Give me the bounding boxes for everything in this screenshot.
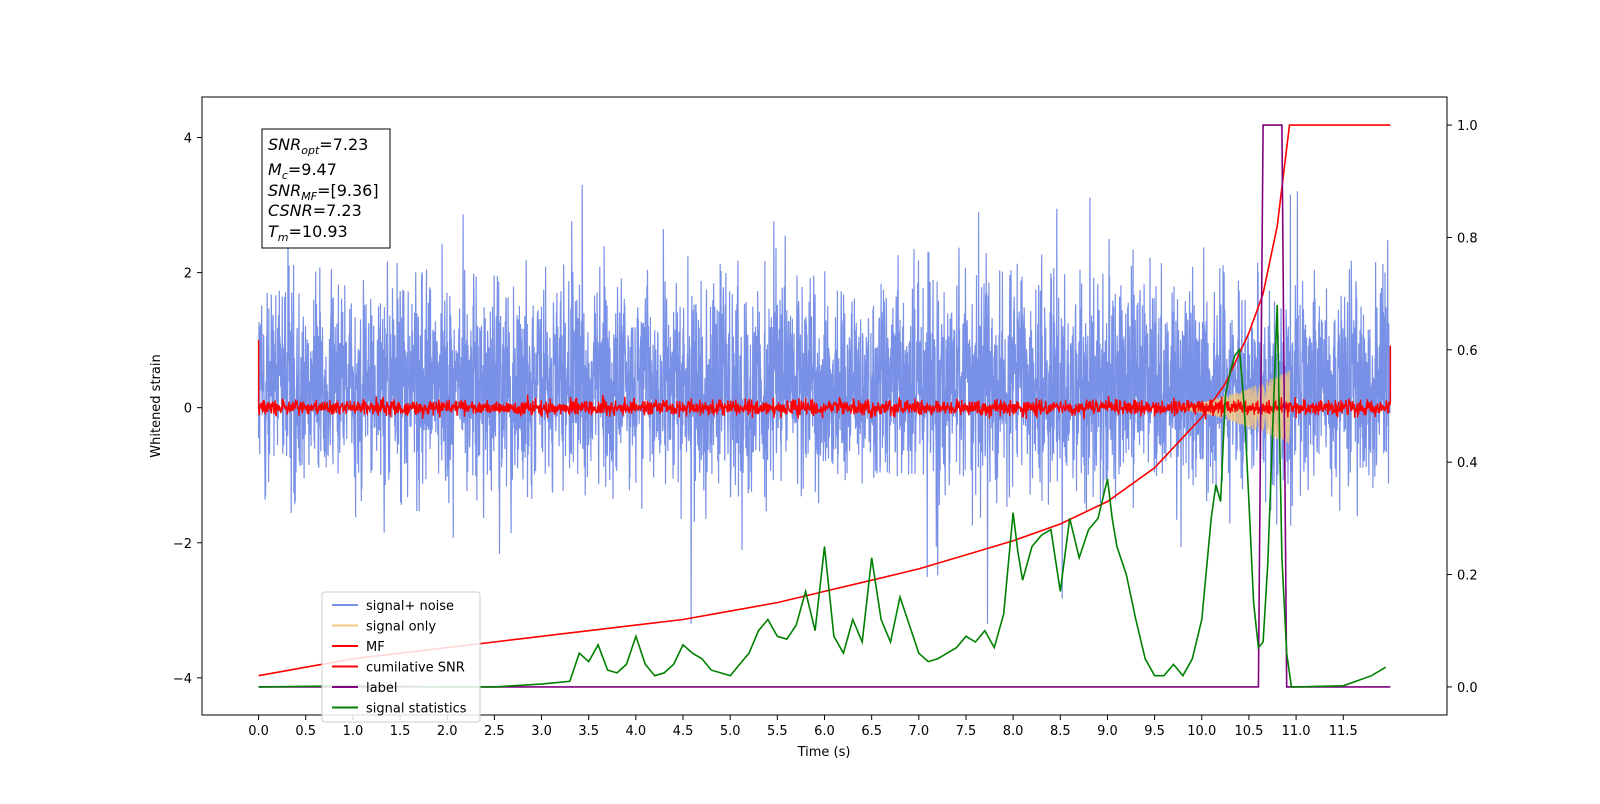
x-tick-label: 1.5 (390, 724, 411, 739)
legend-box (321, 591, 481, 723)
legend-label: signal+ noise (366, 599, 454, 614)
x-tick-label: 10.0 (1187, 724, 1216, 739)
x-tick-label: 9.5 (1144, 724, 1165, 739)
x-tick-label: 10.5 (1234, 724, 1263, 739)
y-tick-label-right: 1.0 (1457, 119, 1478, 134)
y-tick-label-left: 2 (184, 267, 192, 282)
x-tick-label: 0.5 (295, 724, 316, 739)
y-tick-label-left: −4 (173, 672, 192, 687)
x-tick-label: 2.5 (484, 724, 505, 739)
x-axis-label: Time (s) (797, 745, 851, 760)
x-tick-label: 7.0 (908, 724, 929, 739)
legend-label: signal statistics (366, 702, 467, 717)
y-tick-label-right: 0.2 (1457, 569, 1478, 584)
legend: signal+ noise signal only MF cumilative SNR… (321, 591, 481, 723)
x-tick-label: 4.0 (626, 724, 647, 739)
x-tick-label: 5.5 (767, 724, 788, 739)
info-snr-opt: SNRopt=7.23 (268, 135, 368, 157)
x-tick-label: 7.5 (956, 724, 977, 739)
legend-label: label (366, 681, 397, 696)
y-tick-label-right: 0.4 (1457, 456, 1478, 471)
x-tick-label: 11.5 (1329, 724, 1358, 739)
series-signal-noise (258, 184, 1391, 624)
x-tick-label: 8.5 (1050, 724, 1071, 739)
series-signal-statistics (258, 304, 1387, 688)
x-tick-label: 4.5 (673, 724, 694, 739)
y-tick-label-left: 4 (184, 132, 192, 147)
legend-label: signal only (366, 620, 436, 635)
x-tick-label: 11.0 (1282, 724, 1311, 739)
x-tick-label: 8.0 (1003, 724, 1024, 739)
y-tick-label-right: 0.8 (1457, 231, 1478, 246)
info-csnr: CSNR=7.23 (268, 201, 362, 220)
y-tick-label-left: −2 (173, 537, 192, 552)
y-tick-label-right: 0.6 (1457, 344, 1478, 359)
y-tick-label-right: 0.0 (1457, 681, 1478, 696)
x-tick-label: 9.0 (1097, 724, 1118, 739)
series-mf (257, 340, 1392, 420)
x-tick-label: 6.5 (861, 724, 882, 739)
legend-label: MF (366, 640, 385, 655)
x-tick-label: 1.0 (343, 724, 364, 739)
y-axis-label: Whitened strain (149, 354, 164, 457)
y-tick-label-left: 0 (184, 402, 192, 417)
info-snr-mf: SNRMF=[9.36] (268, 181, 379, 203)
x-tick-label: 0.0 (248, 724, 269, 739)
x-tick-label: 2.0 (437, 724, 458, 739)
x-tick-label: 6.0 (814, 724, 835, 739)
x-tick-label: 3.5 (578, 724, 599, 739)
legend-label: cumilative SNR (366, 661, 465, 676)
x-tick-label: 3.0 (531, 724, 552, 739)
info-tm: Tm=10.93 (268, 222, 348, 244)
axes-ticks: 0.0 0.5 1.0 1.5 2.0 2.5 3.0 3.5 4.0 4.5 5.0 5.5 6.0 6… (173, 119, 1478, 739)
x-tick-label: 5.0 (720, 724, 741, 739)
info-box: SNRopt=7.23 Mc=9.47 SNRMF=[9.36] CSNR=7.… (261, 128, 391, 249)
info-mc: Mc=9.47 (268, 160, 337, 182)
